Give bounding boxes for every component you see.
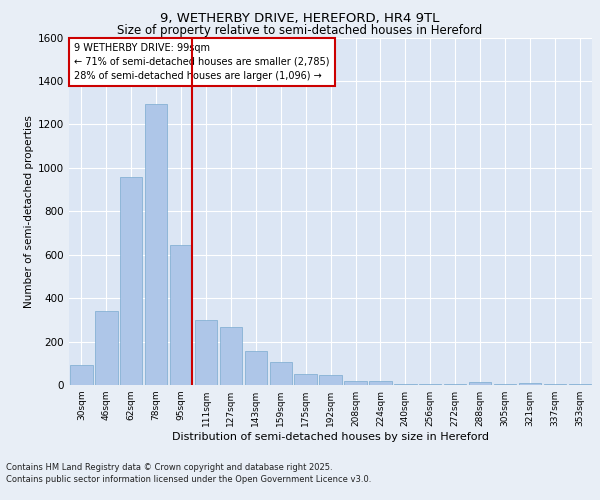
Text: 9 WETHERBY DRIVE: 99sqm
← 71% of semi-detached houses are smaller (2,785)
28% of: 9 WETHERBY DRIVE: 99sqm ← 71% of semi-de…	[74, 42, 330, 80]
Bar	[195, 320, 217, 385]
Bar	[394, 384, 416, 385]
Text: Size of property relative to semi-detached houses in Hereford: Size of property relative to semi-detach…	[118, 24, 482, 37]
Bar	[444, 384, 466, 385]
Bar	[170, 245, 193, 385]
Bar	[120, 176, 142, 385]
Bar	[369, 380, 392, 385]
Bar	[519, 383, 541, 385]
Text: 9, WETHERBY DRIVE, HEREFORD, HR4 9TL: 9, WETHERBY DRIVE, HEREFORD, HR4 9TL	[160, 12, 440, 25]
Bar	[145, 104, 167, 385]
Bar	[269, 362, 292, 385]
Bar	[95, 311, 118, 385]
Text: Contains HM Land Registry data © Crown copyright and database right 2025.: Contains HM Land Registry data © Crown c…	[6, 464, 332, 472]
Bar	[295, 374, 317, 385]
X-axis label: Distribution of semi-detached houses by size in Hereford: Distribution of semi-detached houses by …	[172, 432, 489, 442]
Bar	[344, 380, 367, 385]
Bar	[469, 382, 491, 385]
Bar	[569, 384, 591, 385]
Bar	[494, 384, 516, 385]
Bar	[319, 375, 342, 385]
Bar	[544, 384, 566, 385]
Y-axis label: Number of semi-detached properties: Number of semi-detached properties	[24, 115, 34, 308]
Bar	[70, 366, 92, 385]
Text: Contains public sector information licensed under the Open Government Licence v3: Contains public sector information licen…	[6, 475, 371, 484]
Bar	[220, 328, 242, 385]
Bar	[419, 384, 442, 385]
Bar	[245, 352, 267, 385]
